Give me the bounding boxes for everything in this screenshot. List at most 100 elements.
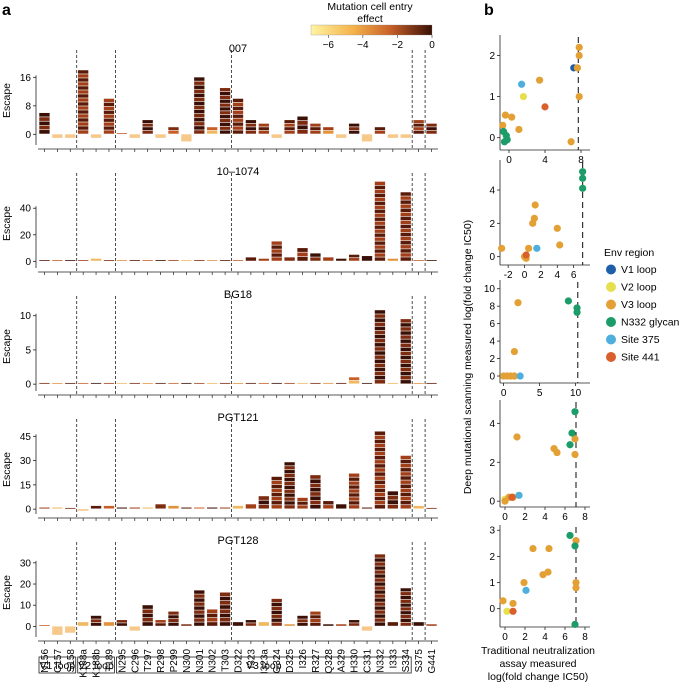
logo-stack: [284, 624, 295, 626]
logo-letter: [103, 126, 115, 130]
logo-letter: [219, 88, 231, 92]
logo-letter: [271, 257, 282, 261]
logo-letter: [374, 205, 386, 209]
scatter-x-tick-label: -2: [504, 270, 513, 281]
logo-letter: [78, 106, 89, 110]
logo-letter: [219, 122, 231, 127]
scatter-x-tick-label: 2: [522, 512, 528, 523]
logo-stack: [181, 260, 192, 261]
logo-letter: [271, 382, 282, 384]
logo-stack: [129, 507, 140, 509]
logo-letter: [194, 594, 205, 598]
logo-stack: [245, 504, 257, 509]
logo-letter: [400, 220, 411, 225]
logo-stack: [271, 382, 282, 384]
logo-letter: [426, 260, 437, 261]
scatter-x-tick-label: 10: [570, 388, 582, 399]
logo-stack: [155, 620, 166, 626]
logo-letter: [103, 118, 115, 122]
logo-y-tick-label: 0: [25, 257, 31, 268]
logo-letter: [52, 260, 63, 261]
logo-letter: [271, 245, 282, 249]
logo-letter: [387, 504, 398, 509]
colorbar-gradient: [310, 24, 433, 36]
logo-letter: [271, 505, 282, 509]
logo-letter: [361, 382, 373, 384]
logo-letter: [232, 260, 244, 261]
logo-panel-title: 10–1074: [217, 166, 260, 178]
logo-stack: [284, 382, 295, 384]
logo-stack: [310, 123, 321, 134]
logo-letter: [336, 382, 347, 384]
logo-letter: [413, 382, 424, 384]
logo-letter: [323, 382, 334, 384]
logo-letter: [348, 254, 360, 258]
logo-letter: [387, 491, 398, 496]
logo-stack: [194, 590, 205, 626]
logo-stack: [39, 112, 50, 134]
logo-letter: [103, 106, 115, 110]
logo-negative: [155, 134, 166, 138]
site-label: Q328: [324, 649, 335, 674]
logo-stack: [207, 609, 218, 626]
logo-letter: [219, 605, 231, 609]
logo-panel-BG18: BG18 Escape 0 5 10: [1, 289, 438, 398]
scatter-point: [573, 308, 581, 316]
logo-stack: [323, 127, 334, 134]
logo-letter: [78, 82, 89, 86]
logo-letter: [413, 130, 424, 134]
logo-letter: [168, 611, 179, 615]
logo-letter: [400, 343, 411, 347]
logo-letter: [310, 504, 321, 509]
logo-letter: [284, 501, 295, 505]
scatter-point: [553, 448, 561, 457]
logo-stack: [426, 382, 437, 384]
logo-letter: [271, 476, 282, 481]
logo-letter: [297, 615, 308, 619]
logo-letter: [400, 323, 411, 327]
logo-letter: [297, 116, 308, 121]
legend-marker: [606, 264, 616, 275]
scatter-point: [575, 51, 583, 60]
logo-letter: [232, 130, 244, 134]
logo-stack: [181, 382, 192, 384]
scatter-point: [520, 578, 528, 587]
logo-y-tick-label: 0: [25, 380, 31, 391]
logo-stack: [413, 260, 424, 261]
logo-letter: [374, 209, 386, 213]
logo-letter: [348, 380, 360, 384]
logo-letter: [142, 622, 153, 626]
logo-y-axis-label: Escape: [1, 83, 13, 118]
logo-letter: [374, 602, 386, 606]
logo-letter: [129, 260, 140, 261]
logo-letter: [194, 590, 205, 594]
scatter-x-tick-label: 6: [571, 270, 577, 281]
logo-letter: [374, 558, 386, 562]
logo-letter: [400, 359, 411, 364]
logo-letter: [39, 260, 50, 261]
logo-stack: [336, 382, 347, 384]
colorbar-ticks: −6 −4 −2 0: [323, 35, 435, 51]
site-label: S334: [401, 649, 412, 673]
logo-stack: [374, 431, 386, 509]
logo-letter: [90, 505, 102, 509]
logo-stack: [297, 116, 308, 134]
logo-letter: [374, 447, 386, 452]
logo-letter: [310, 123, 321, 127]
logo-y-tick-label: 0: [25, 622, 31, 633]
logo-letter: [284, 466, 295, 470]
logo-letter: [194, 105, 205, 110]
logo-negative: [90, 134, 102, 138]
site-label: C296: [130, 649, 141, 673]
logo-letter: [297, 120, 308, 125]
logo-letter: [374, 338, 386, 343]
logo-stack: [207, 382, 218, 384]
scatter-point: [522, 586, 530, 594]
logo-letter: [103, 622, 115, 626]
scatter-x-tick-label: 8: [582, 632, 588, 643]
site-label: N295: [117, 649, 128, 673]
logo-stack: [323, 257, 334, 261]
logo-letter: [219, 382, 231, 384]
logo-letter: [284, 505, 295, 509]
logo-letter: [168, 260, 179, 261]
